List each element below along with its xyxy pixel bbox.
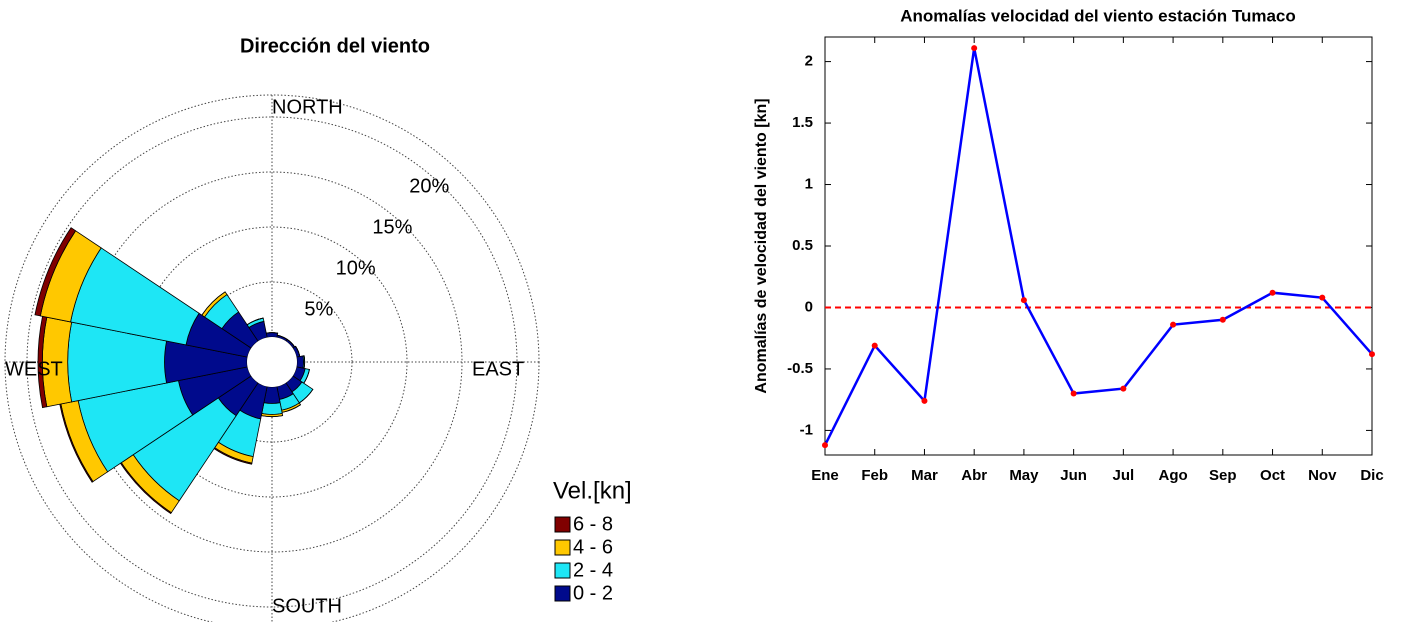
- rose-title: Dirección del viento: [240, 35, 430, 57]
- y-tick-label: -1: [800, 421, 813, 438]
- direction-label: EAST: [472, 358, 524, 380]
- legend-title: Vel.[kn]: [553, 477, 632, 504]
- x-tick-label: Jun: [1060, 467, 1087, 484]
- rose-tick-label: 15%: [372, 217, 412, 239]
- y-tick-label: -0.5: [787, 360, 813, 377]
- y-tick-label: 1: [805, 175, 813, 192]
- x-tick-label: Ene: [811, 467, 839, 484]
- legend-label: 2 - 4: [573, 559, 613, 581]
- marker: [1369, 351, 1375, 358]
- line: [823, 47, 1373, 446]
- rose-tick-label: 10%: [336, 257, 376, 279]
- rose-wedge: [34, 227, 77, 317]
- marker: [1020, 297, 1027, 304]
- y-tick-label: 0.5: [792, 237, 813, 254]
- x-tick-label: Nov: [1308, 467, 1337, 484]
- x-tick-label: May: [1009, 467, 1039, 484]
- y-axis-label: Anomalías de velocidad del viento [kn]: [753, 98, 770, 393]
- x-tick-label: Abr: [961, 467, 987, 484]
- y-tick-label: 1.5: [792, 114, 813, 131]
- rose-tick-label: 20%: [409, 176, 449, 198]
- x-tick-label: Mar: [911, 467, 938, 484]
- marker: [1120, 385, 1127, 392]
- x-tick-label: Dic: [1360, 467, 1383, 484]
- legend-swatch: [554, 516, 571, 533]
- rose-wedge: [261, 402, 283, 415]
- marker: [1219, 316, 1226, 323]
- legend-swatch: [554, 539, 571, 556]
- x-tick-label: Oct: [1260, 467, 1285, 484]
- marker: [871, 342, 878, 349]
- marker: [1319, 294, 1326, 301]
- x-tick-label: Jul: [1113, 467, 1135, 484]
- legend-swatch: [554, 562, 571, 579]
- legend-label: 4 - 6: [573, 536, 613, 558]
- marker: [1269, 289, 1276, 296]
- direction-label: WEST: [5, 358, 63, 380]
- x-tick-label: Sep: [1209, 467, 1237, 484]
- x-tick-label: Feb: [861, 467, 888, 484]
- legend-label: 0 - 2: [573, 582, 613, 604]
- y-tick-label: 2: [805, 53, 813, 70]
- rose-wedge: [296, 355, 304, 369]
- rose-tick-label: 5%: [304, 298, 333, 320]
- legend-swatch: [554, 585, 571, 602]
- marker: [921, 397, 928, 404]
- rose-hole: [247, 337, 297, 387]
- direction-label: SOUTH: [272, 595, 342, 617]
- line-title: Anomalías velocidad del viento estación …: [900, 6, 1296, 25]
- marker: [1170, 321, 1177, 328]
- marker: [1070, 390, 1077, 397]
- marker: [822, 442, 828, 449]
- y-tick-label: 0: [805, 298, 813, 315]
- legend-label: 6 - 8: [573, 513, 613, 535]
- marker: [971, 45, 978, 52]
- direction-label: NORTH: [272, 96, 343, 118]
- rose-wedge: [265, 332, 279, 338]
- x-tick-label: Ago: [1159, 467, 1188, 484]
